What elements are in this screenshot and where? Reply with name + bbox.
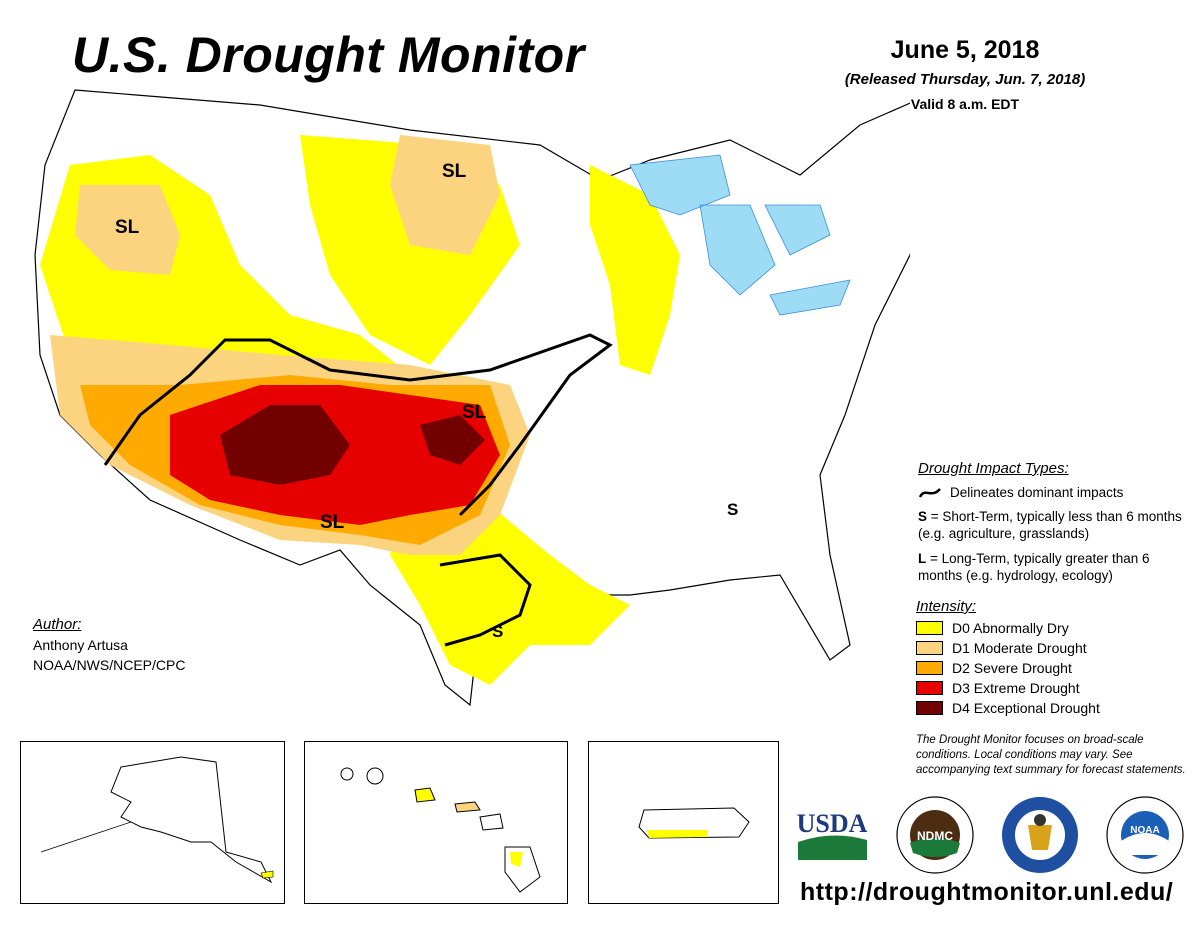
- author-name: Anthony Artusa: [33, 637, 128, 653]
- impact-long-term: L = Long-Term, typically greater than 6 …: [918, 550, 1188, 584]
- disclaimer-note: The Drought Monitor focuses on broad-sca…: [916, 734, 1186, 776]
- intensity-row: D2 Severe Drought: [916, 658, 1186, 678]
- d1-region-dakota: [390, 135, 500, 255]
- intensity-rows: D0 Abnormally Dry D1 Moderate Drought D2 S…: [916, 618, 1186, 718]
- region-label-new-mexico: SL: [320, 512, 345, 533]
- intensity-swatch: [916, 681, 943, 695]
- impact-delineates-text: Delineates dominant impacts: [950, 485, 1124, 500]
- svg-text:NDMC: NDMC: [917, 829, 953, 843]
- impact-delineates-row: Delineates dominant impacts: [918, 485, 1188, 500]
- usda-logo: USDA: [797, 809, 868, 860]
- intensity-row: D4 Exceptional Drought: [916, 698, 1186, 718]
- impact-line-southwest: [103, 333, 613, 517]
- noaa-logo: NOAA: [1106, 796, 1184, 874]
- map-date: June 5, 2018: [890, 36, 1040, 64]
- impact-line-icon: [918, 487, 941, 498]
- ndmc-logo: NDMC: [896, 796, 974, 874]
- valid-time: Valid 8 a.m. EDT: [910, 96, 1020, 112]
- author-heading: Author:: [33, 616, 82, 633]
- region-label-oregon: SL: [115, 217, 140, 238]
- impact-long-term-text: = Long-Term, typically greater than 6 mo…: [918, 551, 1150, 583]
- intensity-label: D2 Severe Drought: [952, 660, 1072, 676]
- d4-region-oklahoma: [420, 415, 485, 465]
- intensity-row: D0 Abnormally Dry: [916, 618, 1186, 638]
- intensity-swatch: [916, 641, 943, 655]
- svg-text:USDA: USDA: [797, 809, 868, 838]
- map-title: U.S. Drought Monitor: [72, 27, 585, 83]
- impact-short-term: S = Short-Term, typically less than 6 mo…: [918, 508, 1188, 542]
- conus-drought-map: SL SL SL SL S S: [34, 89, 910, 707]
- alaska-map: [40, 756, 274, 884]
- intensity-swatch: [916, 621, 943, 635]
- impact-legend: Drought Impact Types: Delineates dominan…: [918, 460, 1188, 584]
- author-org: NOAA/NWS/NCEP/CPC: [33, 657, 186, 673]
- intensity-label: D4 Exceptional Drought: [952, 700, 1100, 716]
- impact-heading: Drought Impact Types:: [918, 460, 1069, 477]
- d1-region-oregon: [75, 185, 180, 275]
- intensity-label: D1 Moderate Drought: [952, 640, 1087, 656]
- intensity-swatch: [916, 661, 943, 675]
- intensity-label: D3 Extreme Drought: [952, 680, 1080, 696]
- author-block: Author: Anthony Artusa NOAA/NWS/NCEP/CPC: [33, 615, 185, 675]
- intensity-label: D0 Abnormally Dry: [952, 620, 1069, 636]
- date-block: June 5, 2018 (Released Thursday, Jun. 7,…: [820, 36, 1110, 112]
- d4-region-four-corners: [220, 405, 350, 485]
- great-lakes: [629, 154, 851, 316]
- puerto-rico-map: [638, 807, 750, 839]
- hawaii-map: [340, 767, 541, 893]
- impact-short-term-text: = Short-Term, typically less than 6 mont…: [918, 509, 1182, 541]
- region-label-mississippi: S: [727, 500, 738, 519]
- intensity-swatch: [916, 701, 943, 715]
- impact-line-texas: [439, 553, 532, 647]
- d0-region-midwest: [590, 165, 680, 375]
- hawaii-inset: [304, 741, 568, 904]
- website-link[interactable]: http://droughtmonitor.unl.edu/: [800, 878, 1174, 906]
- impact-short-term-key: S: [918, 509, 928, 524]
- region-label-kansas-oklahoma: SL: [462, 402, 487, 423]
- intensity-heading: Intensity:: [916, 598, 977, 615]
- impact-long-term-key: L: [918, 551, 927, 566]
- intensity-row: D3 Extreme Drought: [916, 678, 1186, 698]
- region-label-north-dakota: SL: [442, 161, 467, 182]
- alaska-inset: [20, 741, 285, 904]
- intensity-legend: Intensity: D0 Abnormally Dry D1 Moderate …: [916, 598, 1186, 718]
- intensity-row: D1 Moderate Drought: [916, 638, 1186, 658]
- release-date: (Released Thursday, Jun. 7, 2018): [844, 71, 1086, 88]
- commerce-seal: [1002, 797, 1078, 873]
- region-label-texas-gulf: S: [492, 622, 503, 641]
- puerto-rico-inset: [588, 741, 779, 904]
- svg-text:NOAA: NOAA: [1130, 825, 1159, 836]
